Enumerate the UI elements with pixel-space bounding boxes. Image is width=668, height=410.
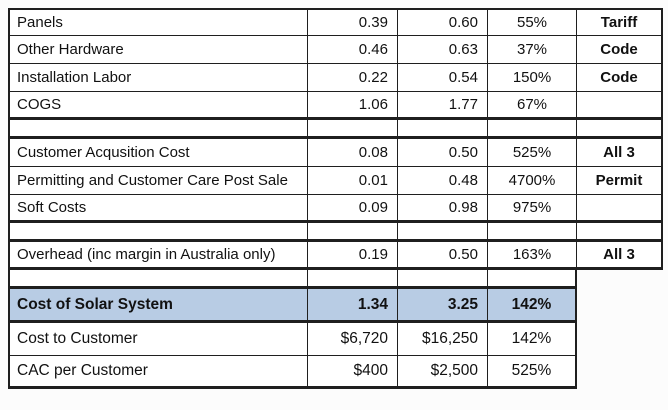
note-cell [577, 195, 663, 223]
value-cell: 1.34 [308, 289, 398, 323]
row-label: Customer Acqusition Cost [8, 139, 308, 167]
note-cell: Tariff [577, 8, 663, 36]
table-row: Cost to Customer $6,720 $16,250 142% [8, 323, 663, 356]
value-cell: 0.54 [398, 64, 488, 92]
total-row: Cost of Solar System 1.34 3.25 142% [8, 289, 663, 323]
note-cell [577, 92, 663, 120]
note-cell: All 3 [577, 139, 663, 167]
value-cell: 0.63 [398, 36, 488, 64]
table-row: Soft Costs 0.09 0.98 975% [8, 195, 663, 223]
percent-cell: 37% [488, 36, 577, 64]
row-label: Installation Labor [8, 64, 308, 92]
value-cell: 0.22 [308, 64, 398, 92]
table-row: CAC per Customer $400 $2,500 525% [8, 356, 663, 389]
value-cell: 0.09 [308, 195, 398, 223]
value-cell: 1.77 [398, 92, 488, 120]
empty-cell [488, 270, 577, 289]
table-row: Panels 0.39 0.60 55% Tariff [8, 8, 663, 36]
value-cell: 0.46 [308, 36, 398, 64]
note-cell: Code [577, 36, 663, 64]
empty-cell [308, 270, 398, 289]
row-label: Overhead (inc margin in Australia only) [8, 242, 308, 270]
note-cell: Code [577, 64, 663, 92]
percent-cell: 67% [488, 92, 577, 120]
table-row: Overhead (inc margin in Australia only) … [8, 242, 663, 270]
row-label: Soft Costs [8, 195, 308, 223]
row-label: CAC per Customer [8, 356, 308, 389]
empty-cell [398, 223, 488, 242]
empty-cell [8, 120, 308, 139]
row-label: Cost of Solar System [8, 289, 308, 323]
table-row: Customer Acqusition Cost 0.08 0.50 525% … [8, 139, 663, 167]
value-cell: 1.06 [308, 92, 398, 120]
empty-cell [308, 120, 398, 139]
percent-cell: 525% [488, 356, 577, 389]
percent-cell: 55% [488, 8, 577, 36]
empty-cell [577, 223, 663, 242]
empty-cell [8, 270, 308, 289]
value-cell: 0.08 [308, 139, 398, 167]
value-cell: $16,250 [398, 323, 488, 356]
percent-cell: 975% [488, 195, 577, 223]
value-cell: 0.60 [398, 8, 488, 36]
separator-row [8, 120, 663, 139]
value-cell: 3.25 [398, 289, 488, 323]
table-row: Other Hardware 0.46 0.63 37% Code [8, 36, 663, 64]
row-label: Panels [8, 8, 308, 36]
value-cell: 0.19 [308, 242, 398, 270]
value-cell: 0.01 [308, 167, 398, 195]
percent-cell: 150% [488, 64, 577, 92]
empty-cell [398, 120, 488, 139]
percent-cell: 525% [488, 139, 577, 167]
table-row: Installation Labor 0.22 0.54 150% Code [8, 64, 663, 92]
percent-cell: 142% [488, 289, 577, 323]
percent-cell: 142% [488, 323, 577, 356]
empty-cell [488, 120, 577, 139]
value-cell: $400 [308, 356, 398, 389]
percent-cell: 4700% [488, 167, 577, 195]
value-cell: 0.48 [398, 167, 488, 195]
row-label: COGS [8, 92, 308, 120]
table-row: Permitting and Customer Care Post Sale 0… [8, 167, 663, 195]
separator-row [8, 270, 663, 289]
empty-cell [577, 120, 663, 139]
value-cell: $2,500 [398, 356, 488, 389]
row-label: Cost to Customer [8, 323, 308, 356]
empty-cell [308, 223, 398, 242]
note-cell: All 3 [577, 242, 663, 270]
value-cell: 0.98 [398, 195, 488, 223]
row-label: Permitting and Customer Care Post Sale [8, 167, 308, 195]
cost-table: Panels 0.39 0.60 55% Tariff Other Hardwa… [8, 8, 663, 389]
separator-row [8, 223, 663, 242]
empty-cell [8, 223, 308, 242]
value-cell: 0.50 [398, 139, 488, 167]
value-cell: $6,720 [308, 323, 398, 356]
empty-cell [398, 270, 488, 289]
percent-cell: 163% [488, 242, 577, 270]
value-cell: 0.39 [308, 8, 398, 36]
note-cell: Permit [577, 167, 663, 195]
value-cell: 0.50 [398, 242, 488, 270]
row-label: Other Hardware [8, 36, 308, 64]
table-row: COGS 1.06 1.77 67% [8, 92, 663, 120]
empty-cell [488, 223, 577, 242]
